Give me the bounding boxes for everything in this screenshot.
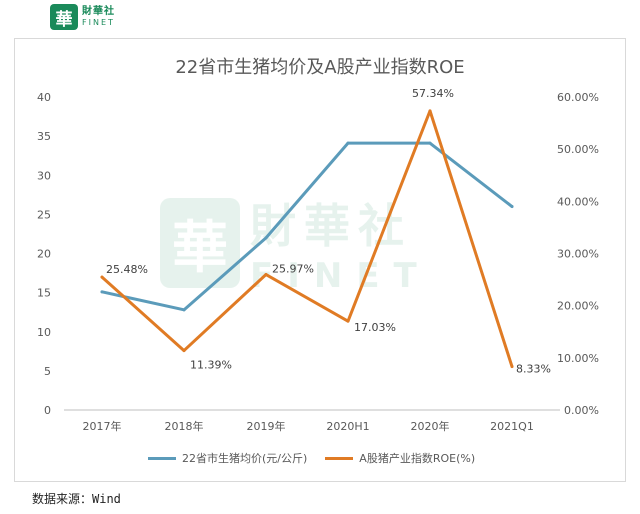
logo-mark: 華 [50, 4, 78, 30]
legend-label-price: 22省市生猪均价(元/公斤) [182, 452, 308, 465]
series-line-roe [100, 109, 514, 369]
roe-data-label: 25.48% [106, 263, 148, 276]
left-axis-tick-label: 0 [44, 404, 51, 417]
series-point-roe [510, 365, 514, 369]
left-axis-tick-label: 15 [37, 287, 51, 300]
right-axis-tick-label: 0.00% [564, 404, 599, 417]
left-axis-tick-label: 40 [37, 91, 51, 104]
legend-item-price: 22省市生猪均价(元/公斤) [148, 450, 307, 466]
left-axis-tick-label: 30 [37, 169, 51, 182]
series-point-price [264, 236, 268, 240]
left-axis-tick-label: 20 [37, 248, 51, 261]
left-axis-tick-label: 25 [37, 208, 51, 221]
x-axis-tick-label: 2020年 [411, 419, 450, 433]
right-axis-tick-label: 30.00% [557, 248, 599, 261]
chart-legend: 22省市生猪均价(元/公斤) A股猪产业指数ROE(%) [148, 450, 475, 466]
x-axis-tick-label: 2021Q1 [490, 420, 534, 433]
x-axis-tick-label: 2017年 [83, 419, 122, 433]
roe-data-label: 25.97% [272, 263, 314, 276]
series-point-roe [346, 319, 350, 323]
right-axis-tick-label: 40.00% [557, 195, 599, 208]
left-axis-tick-label: 5 [44, 365, 51, 378]
series-point-roe [182, 349, 186, 353]
x-axis-tick-label: 2020H1 [326, 420, 369, 433]
series-point-roe [428, 109, 432, 113]
series-point-price [182, 308, 186, 312]
left-axis-tick-label: 35 [37, 130, 51, 143]
chart-frame [14, 38, 626, 482]
series-point-price [428, 141, 432, 145]
right-axis-tick-label: 50.00% [557, 143, 599, 156]
roe-data-label: 8.33% [516, 363, 551, 376]
series-line-price [100, 141, 514, 312]
legend-swatch-price [148, 456, 176, 460]
left-axis-tick-label: 10 [37, 326, 51, 339]
right-axis-tick-label: 60.00% [557, 91, 599, 104]
legend-label-roe: A股猪产业指数ROE(%) [359, 452, 476, 465]
finet-logo: 華 財華社 FINET [50, 4, 115, 30]
chart-title: 22省市生猪均价及A股产业指数ROE [175, 57, 465, 78]
legend-swatch-roe [325, 456, 354, 460]
logo-name-cn: 財華社 [82, 6, 115, 17]
right-axis-tick-label: 10.00% [557, 352, 599, 365]
series-point-price [100, 290, 104, 294]
roe-data-label: 57.34% [412, 87, 454, 100]
series-point-roe [264, 273, 268, 277]
series-point-price [510, 205, 514, 209]
right-axis-tick-label: 20.00% [557, 300, 599, 313]
roe-data-label: 11.39% [190, 359, 232, 372]
roe-data-label: 17.03% [354, 321, 396, 334]
series-point-price [346, 141, 350, 145]
data-source: 数据来源：Wind [32, 492, 121, 506]
legend-item-roe: A股猪产业指数ROE(%) [325, 450, 475, 466]
x-axis-tick-label: 2018年 [165, 419, 204, 433]
series-point-roe [100, 275, 104, 279]
logo-name-en: FINET [82, 18, 115, 27]
x-axis-tick-label: 2019年 [247, 419, 286, 433]
